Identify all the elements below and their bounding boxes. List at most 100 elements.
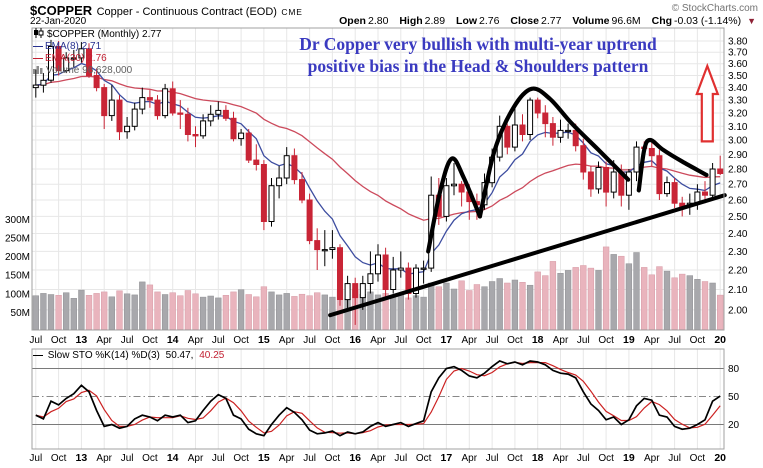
svg-text:Jul: Jul xyxy=(212,453,225,464)
svg-text:2.20: 2.20 xyxy=(728,266,748,277)
svg-text:Oct: Oct xyxy=(51,335,67,346)
high-value: 2.89 xyxy=(424,15,446,27)
svg-text:Oct: Oct xyxy=(507,335,523,346)
svg-text:2.30: 2.30 xyxy=(728,247,748,258)
svg-text:80: 80 xyxy=(728,364,740,375)
svg-text:15: 15 xyxy=(258,452,270,464)
head-and-shoulders-annotation xyxy=(426,86,709,254)
svg-text:Apr: Apr xyxy=(370,453,386,464)
change-label: Chg xyxy=(651,15,673,27)
svg-text:Apr: Apr xyxy=(96,453,112,464)
sto-d-value: 40.25 xyxy=(199,350,225,361)
copyright-label: © StockCharts.com xyxy=(671,3,758,14)
volume-label: Volume xyxy=(572,15,610,27)
svg-text:Jul: Jul xyxy=(121,453,134,464)
candles xyxy=(32,39,724,325)
volume-bars-icon xyxy=(33,65,43,78)
svg-text:Apr: Apr xyxy=(462,453,478,464)
svg-text:Oct: Oct xyxy=(51,453,67,464)
svg-text:Apr: Apr xyxy=(553,335,569,346)
ema30-swatch: — xyxy=(33,53,43,64)
svg-text:20: 20 xyxy=(714,334,726,346)
svg-text:18: 18 xyxy=(532,452,544,464)
chart-date: 22-Jan-2020 xyxy=(30,16,87,27)
svg-text:Jul: Jul xyxy=(394,335,407,346)
stochastic-k-line xyxy=(35,360,721,437)
svg-text:100M: 100M xyxy=(5,289,30,300)
quote-summary: Open 2.80 High 2.89 Low 2.76 Close 2.77 Volu… xyxy=(331,15,756,27)
svg-text:Apr: Apr xyxy=(96,335,112,346)
ema8-swatch: — xyxy=(33,41,43,52)
legend-ema8-text: EMA(8) 2.71 xyxy=(45,41,102,52)
svg-text:Oct: Oct xyxy=(416,453,432,464)
svg-text:Jul: Jul xyxy=(212,335,225,346)
svg-text:Oct: Oct xyxy=(325,335,341,346)
svg-text:Jul: Jul xyxy=(303,453,316,464)
analyst-annotation: Dr Copper very bullish with multi-year u… xyxy=(238,33,718,77)
svg-text:13: 13 xyxy=(76,452,88,464)
legend-symbol-text: $COPPER (Monthly) 2.77 xyxy=(47,29,162,40)
svg-text:Oct: Oct xyxy=(233,453,249,464)
sto-label: Slow STO %K(14) %D(3) xyxy=(47,350,160,361)
svg-text:Apr: Apr xyxy=(188,453,204,464)
main-legend: $COPPER (Monthly) 2.77 — EMA(8) 2.71 — E… xyxy=(33,28,162,78)
svg-text:Oct: Oct xyxy=(325,453,341,464)
annotation-line2: positive bias in the Head & Shoulders pa… xyxy=(307,56,649,76)
svg-text:Oct: Oct xyxy=(690,453,706,464)
svg-text:Apr: Apr xyxy=(279,335,295,346)
svg-text:18: 18 xyxy=(532,334,544,346)
svg-text:15: 15 xyxy=(258,334,270,346)
svg-text:3.50: 3.50 xyxy=(728,71,748,82)
stochastic-legend: — Slow STO %K(14) %D(3) 50.47, 40.25 xyxy=(33,350,224,361)
svg-text:2.40: 2.40 xyxy=(728,229,748,240)
legend-ema30-text: EMA(30) 2.76 xyxy=(45,53,107,64)
svg-text:13: 13 xyxy=(76,334,88,346)
svg-text:3.60: 3.60 xyxy=(728,59,748,70)
svg-text:Jul: Jul xyxy=(29,335,42,346)
svg-text:Jul: Jul xyxy=(577,335,590,346)
open-label: Open xyxy=(339,15,366,27)
svg-text:2.50: 2.50 xyxy=(728,212,748,223)
svg-text:2.60: 2.60 xyxy=(728,196,748,207)
close-value: 2.77 xyxy=(540,15,562,27)
svg-text:300M: 300M xyxy=(5,215,30,226)
volume-value: 96.6M xyxy=(611,15,641,27)
bullish-up-arrow xyxy=(695,62,720,143)
svg-text:2.00: 2.00 xyxy=(728,305,748,316)
svg-text:Jul: Jul xyxy=(577,453,590,464)
svg-text:Oct: Oct xyxy=(507,453,523,464)
svg-text:Oct: Oct xyxy=(142,335,158,346)
svg-text:Apr: Apr xyxy=(279,453,295,464)
sto-k-value: 50.47, xyxy=(165,350,194,361)
x-axis-labels: Jul Jul Oct Oct 13 13 Apr Apr Jul Jul Oct Oct 14 14 Ap… xyxy=(29,334,726,464)
svg-text:Apr: Apr xyxy=(644,453,660,464)
svg-text:Apr: Apr xyxy=(370,335,386,346)
svg-text:19: 19 xyxy=(623,452,635,464)
svg-text:2.80: 2.80 xyxy=(728,165,748,176)
gridlines xyxy=(32,28,724,449)
svg-text:Oct: Oct xyxy=(142,453,158,464)
svg-text:Jul: Jul xyxy=(668,335,681,346)
svg-text:14: 14 xyxy=(167,452,179,464)
svg-text:150M: 150M xyxy=(5,271,30,282)
svg-text:20: 20 xyxy=(714,452,726,464)
svg-text:3.70: 3.70 xyxy=(728,48,748,59)
svg-text:200M: 200M xyxy=(5,252,30,263)
svg-text:19: 19 xyxy=(623,334,635,346)
svg-text:Oct: Oct xyxy=(690,335,706,346)
change-value: -0.03 (-1.14%) xyxy=(674,15,742,27)
volume-bars xyxy=(32,246,724,330)
svg-text:20: 20 xyxy=(728,420,740,431)
svg-text:3.20: 3.20 xyxy=(728,109,748,120)
svg-text:250M: 250M xyxy=(5,234,30,245)
svg-text:16: 16 xyxy=(349,334,361,346)
svg-text:Jul: Jul xyxy=(29,453,42,464)
exchange-label: CME xyxy=(281,7,303,17)
open-value: 2.80 xyxy=(367,15,389,27)
annotation-line1: Dr Copper very bullish with multi-year u… xyxy=(299,34,657,54)
svg-text:Apr: Apr xyxy=(553,453,569,464)
svg-text:3.10: 3.10 xyxy=(728,122,748,133)
symbol-description: Copper - Continuous Contract (EOD) xyxy=(96,6,277,18)
